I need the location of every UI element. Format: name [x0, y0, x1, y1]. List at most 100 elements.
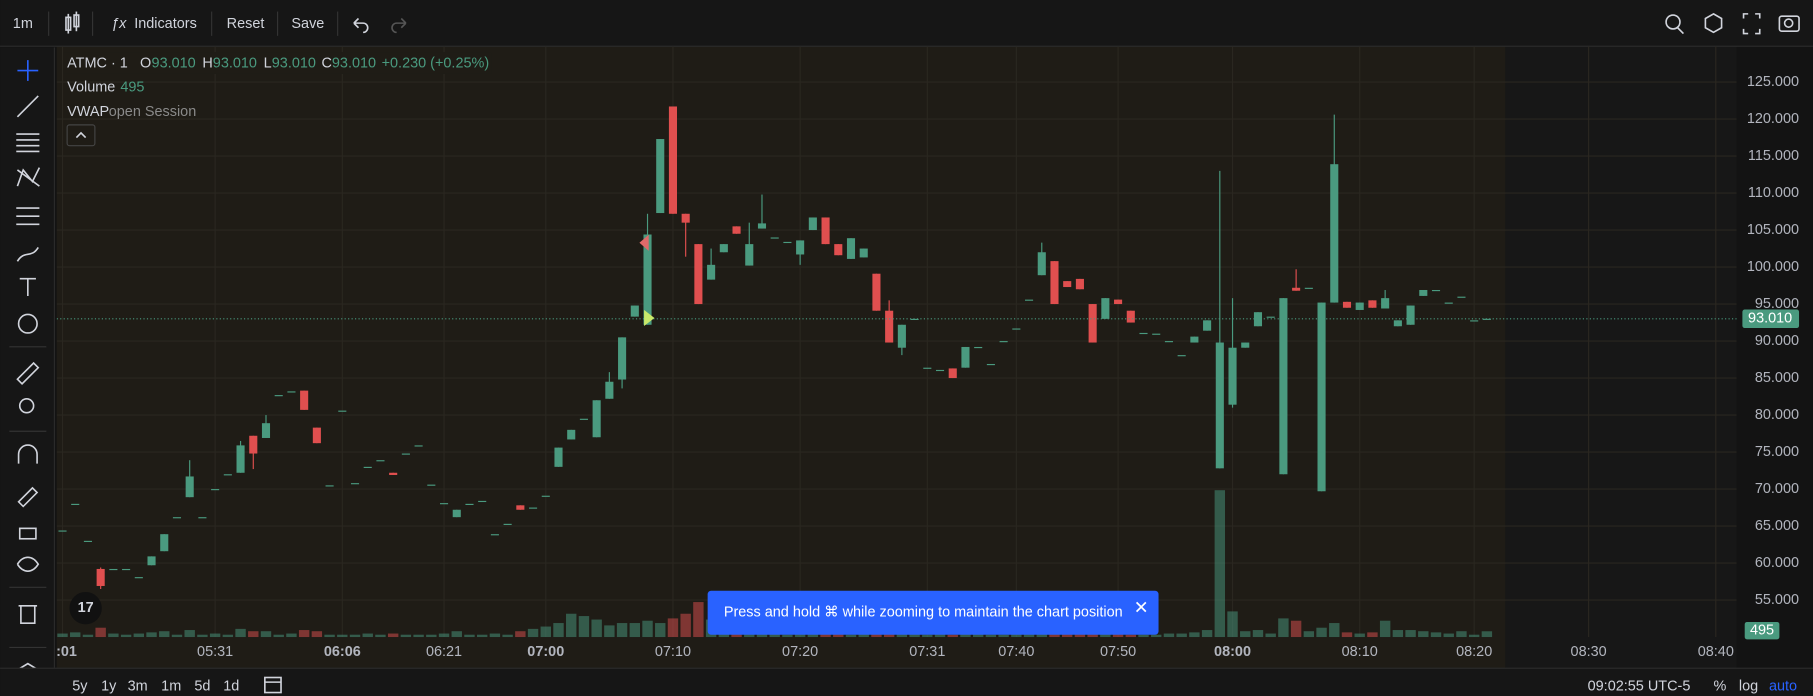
- candle-body: [579, 418, 588, 420]
- volume-bar: [1329, 623, 1340, 638]
- volume-bar: [566, 613, 577, 638]
- candle-body: [974, 346, 983, 349]
- range-button[interactable]: 5y: [72, 679, 88, 695]
- candle-body: [732, 226, 741, 234]
- log-button[interactable]: log: [1739, 679, 1758, 695]
- settings-button[interactable]: [1704, 12, 1723, 34]
- volume-bar: [1443, 633, 1454, 638]
- volume-label: Volume: [67, 80, 115, 96]
- volume-bar: [184, 630, 195, 638]
- volume-bar: [680, 613, 691, 638]
- volume-bar: [1392, 630, 1404, 638]
- search-button[interactable]: [1665, 14, 1685, 35]
- volume-bar: [413, 634, 424, 638]
- save-button[interactable]: Save: [291, 16, 324, 32]
- volume-bar: [578, 616, 590, 638]
- candle-body: [846, 238, 856, 259]
- volume-bar: [769, 633, 780, 638]
- range-button[interactable]: 3m: [128, 679, 148, 695]
- volume-bar: [95, 627, 106, 638]
- candle-body: [1190, 336, 1199, 343]
- volume-bar: [1290, 620, 1302, 638]
- volume-bar: [1468, 634, 1480, 638]
- candle-body: [885, 310, 894, 343]
- last-price-box: [1742, 309, 1800, 329]
- reset-button[interactable]: Reset: [227, 16, 265, 32]
- candle-body: [1177, 355, 1186, 357]
- volume-bar: [922, 634, 933, 638]
- candle-body: [223, 474, 232, 476]
- x-tick-label: 08:20: [1456, 644, 1492, 660]
- fullscreen-button[interactable]: [1742, 13, 1761, 35]
- candle-body: [109, 568, 118, 571]
- volume-bar: [387, 633, 399, 638]
- candle-body: [122, 568, 131, 571]
- volume-pane: [57, 490, 1493, 638]
- candle-body: [1139, 332, 1148, 335]
- candle-body: [796, 240, 805, 255]
- candle-body: [1037, 252, 1046, 276]
- candle-body: [618, 337, 627, 380]
- axes: 55.000 60.000 65.000 70.000 75.000 80.000 85.0…: [1742, 74, 1800, 640]
- y-tick-label: 110.000: [1748, 185, 1799, 201]
- ohlc-value: 93.010: [332, 55, 376, 71]
- symbol: ATMC · 1: [67, 55, 128, 71]
- ohlc-label: C: [321, 55, 331, 71]
- range-button[interactable]: 5d: [194, 679, 210, 695]
- volume-bar: [1074, 633, 1086, 638]
- goto-date-button[interactable]: [264, 676, 282, 694]
- candle-body: [948, 368, 957, 379]
- range-button[interactable]: 1m: [161, 679, 181, 695]
- volume-bar: [1201, 630, 1213, 638]
- volume-bar: [1405, 630, 1416, 638]
- collapse-button[interactable]: [66, 124, 96, 147]
- tool-icons[interactable]: [14, 60, 41, 679]
- volume-bar: [1341, 632, 1353, 638]
- interval-button[interactable]: 1m: [13, 16, 33, 32]
- candle-body: [1431, 289, 1441, 292]
- x-tick-label: 08:00: [1214, 644, 1251, 660]
- range-button[interactable]: 1y: [101, 679, 117, 695]
- candle-body: [630, 305, 639, 317]
- percent-button[interactable]: %: [1713, 679, 1726, 695]
- candle-body: [1279, 298, 1288, 475]
- candle-body: [707, 264, 716, 280]
- volume-bar: [1112, 633, 1124, 638]
- volume-bar: [222, 634, 234, 638]
- volume-bar: [553, 623, 564, 638]
- candle-body: [1228, 347, 1237, 405]
- x-tick-label: 07:40: [998, 644, 1034, 660]
- candle-body: [681, 213, 690, 223]
- volume-bar: [858, 633, 869, 638]
- candle-body: [1241, 342, 1250, 348]
- y-tick-label: 60.000: [1755, 555, 1799, 571]
- candle-body: [1406, 305, 1415, 325]
- volume-bar: [820, 633, 831, 638]
- volume-bar: [108, 633, 119, 638]
- volume-bar: [1227, 611, 1238, 638]
- auto-button[interactable]: auto: [1769, 679, 1797, 695]
- candle-body: [1292, 287, 1301, 291]
- screenshot-button[interactable]: [1778, 15, 1800, 33]
- candle-body: [1050, 261, 1059, 305]
- range-button[interactable]: 1d: [223, 679, 239, 695]
- y-tick-label: 125.000: [1747, 74, 1799, 90]
- volume-bar: [362, 633, 373, 638]
- toast-close[interactable]: [1135, 601, 1147, 613]
- candle-body: [719, 244, 728, 253]
- volume-bar: [400, 634, 412, 638]
- top-toolbar: [0, 0, 1813, 47]
- candle-body: [503, 523, 512, 525]
- indicators-button[interactable]: Indicators: [134, 16, 197, 32]
- undo-button[interactable]: [353, 17, 369, 34]
- volume-bar: [1240, 631, 1251, 638]
- candle-body: [1126, 310, 1135, 323]
- x-tick-label: 07:50: [1100, 644, 1136, 660]
- chart-type-button[interactable]: [65, 11, 80, 34]
- volume-bar: [1189, 632, 1200, 638]
- candle-body: [923, 367, 932, 369]
- x-tick-label: 08:30: [1571, 644, 1607, 660]
- candle-body: [1088, 304, 1097, 343]
- redo-button[interactable]: [391, 17, 407, 34]
- candle-body: [389, 472, 398, 475]
